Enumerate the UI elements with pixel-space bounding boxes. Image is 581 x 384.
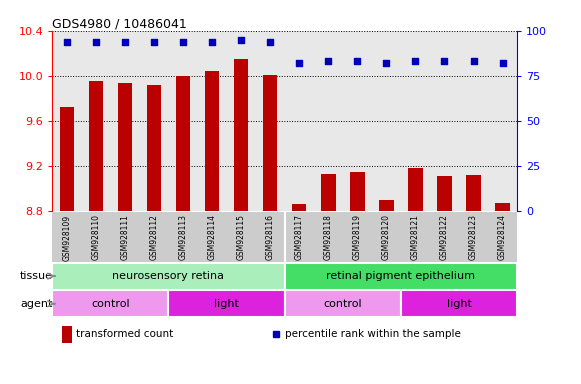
Text: GSM928121: GSM928121 — [411, 214, 420, 260]
Text: GSM928120: GSM928120 — [382, 214, 391, 260]
Point — [295, 60, 304, 66]
Text: percentile rank within the sample: percentile rank within the sample — [285, 329, 461, 339]
Text: GSM928111: GSM928111 — [120, 214, 130, 260]
Text: GSM928124: GSM928124 — [498, 214, 507, 260]
Bar — [88, 81, 103, 211]
Point — [440, 58, 449, 65]
Bar — [62, 326, 72, 343]
Point — [411, 58, 420, 65]
Bar — [350, 172, 365, 211]
Bar — [408, 168, 423, 211]
Bar — [234, 59, 249, 211]
Bar — [117, 83, 132, 211]
Text: transformed count: transformed count — [76, 329, 173, 339]
Point — [178, 38, 188, 45]
Text: GSM928119: GSM928119 — [353, 214, 362, 260]
Text: light: light — [447, 299, 471, 309]
Point — [149, 38, 159, 45]
Text: GSM928110: GSM928110 — [91, 214, 101, 260]
Text: GSM928116: GSM928116 — [266, 214, 275, 260]
Text: neurosensory retina: neurosensory retina — [113, 271, 224, 281]
Point — [498, 60, 507, 66]
Text: GSM928118: GSM928118 — [324, 214, 333, 260]
Bar — [52, 263, 285, 290]
Text: GSM928122: GSM928122 — [440, 214, 449, 260]
Point — [120, 38, 130, 45]
Text: agent: agent — [20, 299, 53, 309]
Bar — [263, 75, 278, 211]
Point — [266, 38, 275, 45]
Text: GDS4980 / 10486041: GDS4980 / 10486041 — [52, 18, 187, 31]
Text: retinal pigment epithelium: retinal pigment epithelium — [327, 271, 475, 281]
Text: GSM928114: GSM928114 — [207, 214, 217, 260]
Bar — [285, 290, 401, 317]
Point — [91, 38, 101, 45]
Bar — [321, 174, 336, 211]
Point — [469, 58, 478, 65]
Bar — [379, 200, 394, 211]
Point — [382, 60, 391, 66]
Bar — [437, 176, 452, 211]
Bar — [146, 85, 161, 211]
Text: GSM928123: GSM928123 — [469, 214, 478, 260]
Bar — [52, 290, 168, 317]
Bar — [59, 108, 74, 211]
Text: tissue: tissue — [20, 271, 53, 281]
Point — [353, 58, 362, 65]
Text: GSM928117: GSM928117 — [295, 214, 304, 260]
Text: GSM928113: GSM928113 — [178, 214, 188, 260]
Text: light: light — [214, 299, 239, 309]
Bar — [466, 175, 481, 211]
Bar — [495, 203, 510, 211]
Point — [236, 36, 246, 43]
Point — [207, 38, 217, 45]
Bar — [285, 263, 517, 290]
Point — [324, 58, 333, 65]
Text: GSM928109: GSM928109 — [62, 214, 71, 261]
Point — [62, 38, 71, 45]
Bar — [175, 76, 191, 211]
Text: GSM928115: GSM928115 — [236, 214, 246, 260]
Bar — [168, 290, 285, 317]
Text: control: control — [324, 299, 362, 309]
Bar — [401, 290, 517, 317]
Text: control: control — [91, 299, 130, 309]
Text: GSM928112: GSM928112 — [149, 214, 159, 260]
Bar — [205, 71, 220, 211]
Bar — [292, 204, 307, 211]
